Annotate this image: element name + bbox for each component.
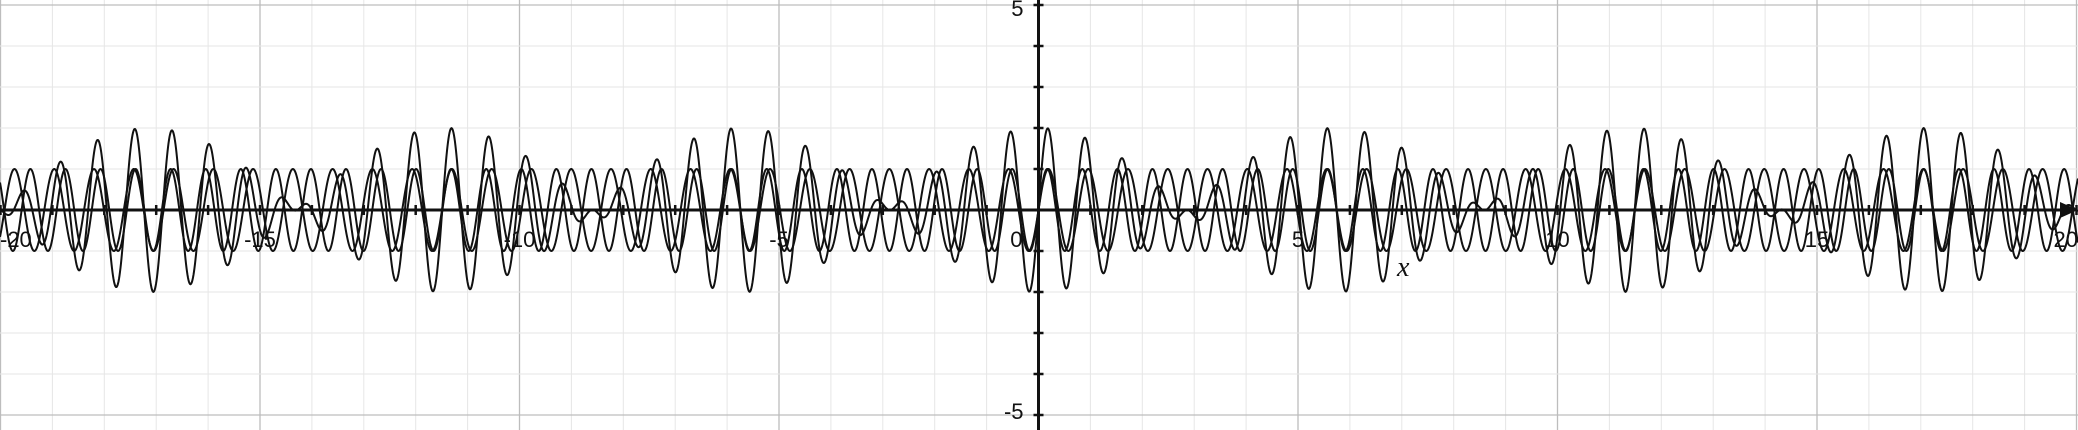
x-axis-arrow	[2060, 202, 2078, 218]
curve-sum	[0, 126, 2078, 294]
x-tick-label: 0	[1010, 227, 1022, 252]
x-tick-label: 10	[1545, 227, 1569, 252]
x-axis-title: x	[1396, 252, 1410, 283]
curves	[0, 126, 2078, 294]
x-tick-label: -15	[244, 227, 276, 252]
x-tick-label: -5	[769, 227, 789, 252]
ticks	[0, 3, 2078, 417]
x-tick-label: 5	[1292, 227, 1304, 252]
y-tick-label: -5	[1004, 399, 1024, 424]
y-tick-label: 5	[1011, 0, 1023, 21]
x-tick-label: 15	[1805, 227, 1829, 252]
x-tick-label: -20	[0, 227, 32, 252]
x-tick-label: 20	[2054, 227, 2078, 252]
x-tick-label: -10	[504, 227, 536, 252]
